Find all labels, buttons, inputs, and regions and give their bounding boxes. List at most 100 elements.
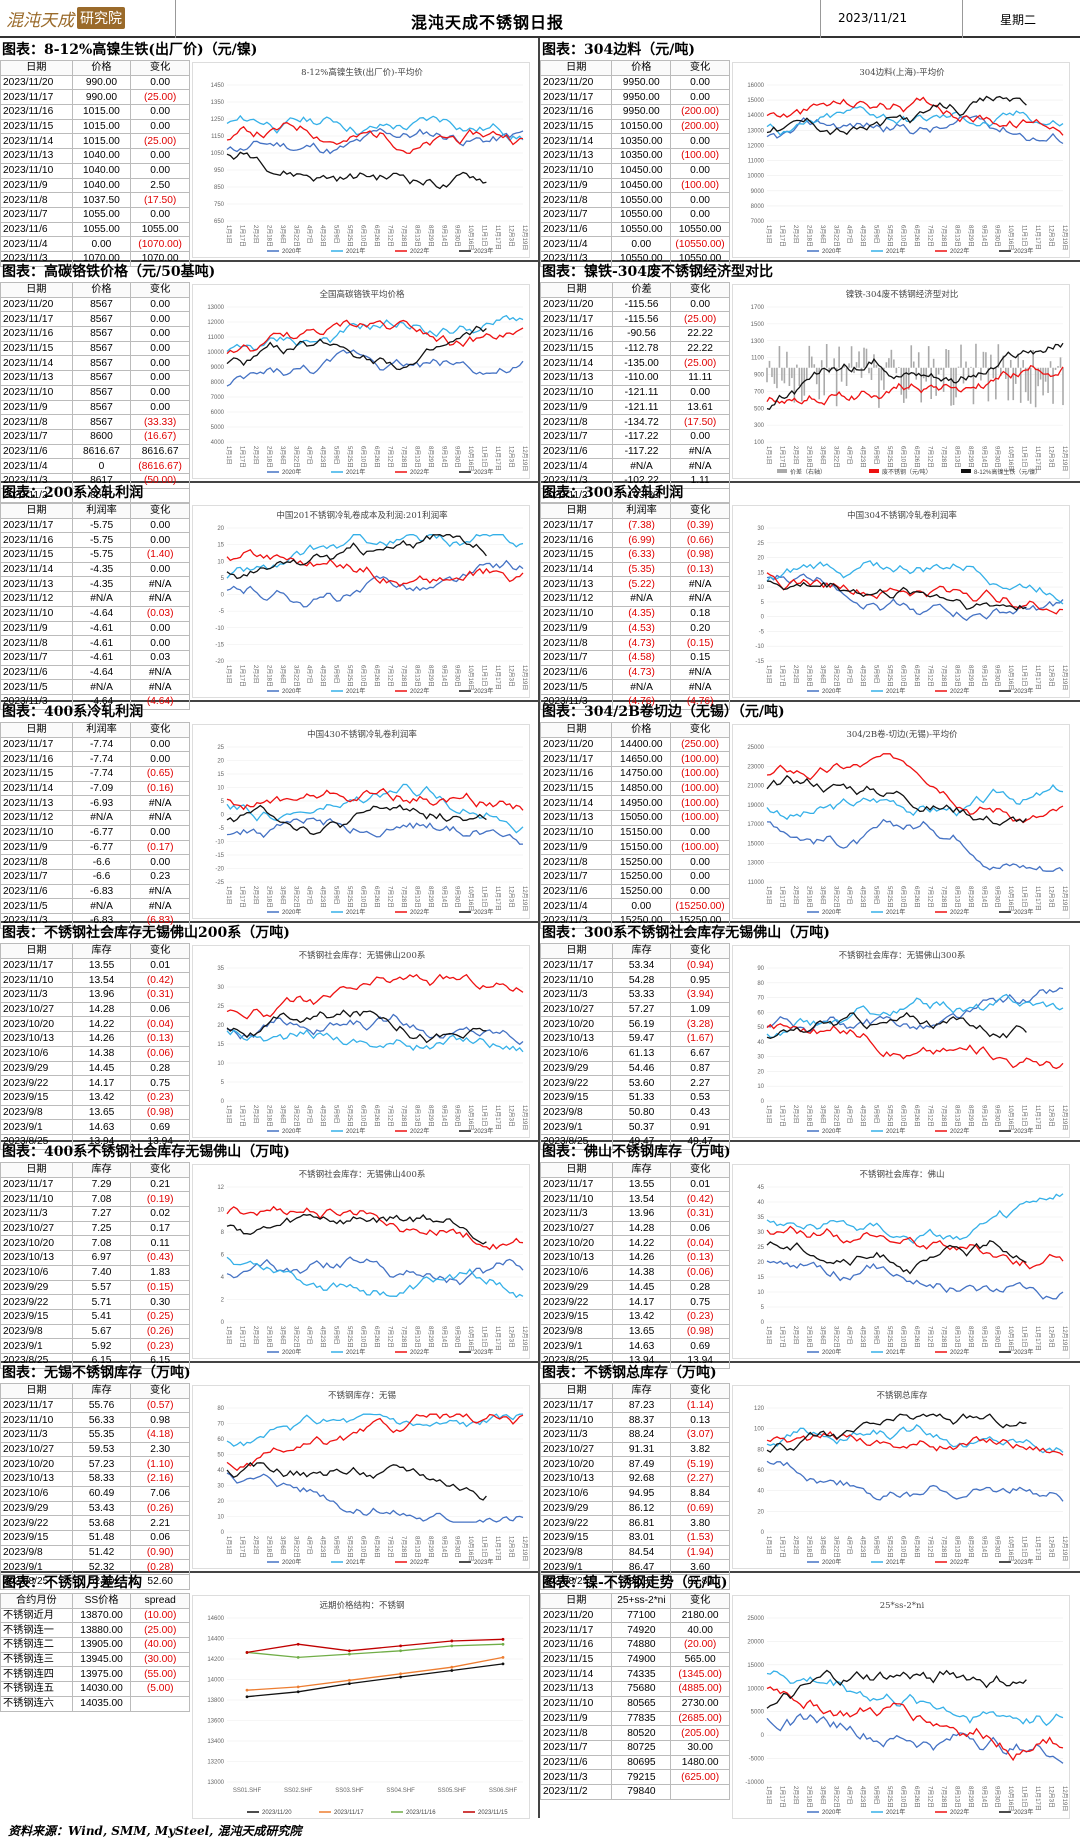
x-tick-label: 11月1日: [1021, 886, 1028, 908]
legend-label: 2023年: [474, 687, 493, 695]
y-tick-label: 25: [217, 745, 224, 751]
x-tick-label: 7月12日: [386, 1326, 393, 1348]
table-cell: (0.13): [130, 1031, 190, 1047]
table-cell: (0.15): [670, 635, 730, 651]
table-cell: 1055.00: [71, 221, 132, 238]
y-tick-label: -10: [755, 644, 764, 650]
table-cell: (8616.67): [130, 458, 190, 474]
x-tick-label: 2月18日: [805, 1105, 812, 1127]
legend-label: 2021年: [346, 1558, 365, 1566]
table-cell: 0.00: [130, 854, 190, 870]
table-row: 2023/11/12 #N/A #N/A: [0, 591, 190, 607]
table-cell: 2023/11/10: [540, 605, 613, 622]
table-cell: (100.00): [670, 810, 730, 826]
table-row: 2023/11/7 8600 (16.67): [0, 428, 190, 445]
line-chart: 8-12%高镍生铁(出厂价)-平均价 1450 1350 1250 1150 1050 95…: [192, 62, 530, 258]
table-cell: 2023/9/22: [0, 1075, 73, 1091]
table-row: 2023/11/3 53.33 (3.94): [540, 987, 730, 1003]
table-row: 2023/11/9 8567 0.00: [0, 399, 190, 416]
table-cell: 0.87: [670, 1060, 730, 1077]
x-tick-label: 9月14日: [980, 665, 987, 687]
legend-label: 2023/11/20: [262, 1810, 292, 1816]
table-cell: 14.45: [611, 1279, 672, 1296]
x-tick-label: 7月28日: [400, 446, 407, 468]
table-cell: (4.18): [130, 1427, 190, 1443]
y-tick-label: 10000: [747, 174, 764, 180]
table-cell: 8567: [71, 326, 132, 342]
column-header: 变化: [670, 1383, 730, 1399]
table-cell: 2023/9/22: [540, 1515, 613, 1531]
table-cell: 2023/11/20: [539, 74, 613, 91]
table-cell: (0.04): [130, 1016, 190, 1033]
data-table: 合约月份 SS价格 spread 不锈钢近月 13870.00 (10.00) 不锈钢连一 1…: [0, 1593, 190, 1712]
table-cell: 2023/9/15: [0, 1089, 73, 1106]
table-cell: 53.43: [71, 1500, 132, 1517]
table-cell: 0.30: [130, 1294, 190, 1310]
table-cell: 2023/11/14: [0, 133, 73, 150]
column-header: 日期: [0, 1383, 73, 1399]
x-tick-label: 7月12日: [926, 1786, 933, 1808]
column-header: 日期: [540, 503, 613, 519]
x-tick-label: 7月12日: [386, 886, 393, 908]
y-tick-label: 14200: [207, 1657, 224, 1663]
table-cell: -117.22: [611, 428, 672, 445]
x-tick-label: 11月17日: [494, 225, 501, 250]
column-header: 价格: [71, 60, 132, 76]
x-tick-label: 6月26日: [373, 225, 380, 247]
table-cell: 2023/11/3: [540, 1206, 613, 1222]
table-cell: 990.00: [71, 89, 132, 106]
series-line: [766, 573, 1064, 622]
x-tick-label: 3月6日: [819, 1326, 826, 1345]
table-cell: 0.02: [130, 1206, 190, 1222]
table-cell: 不锈钢连三: [0, 1651, 73, 1668]
chart-title: 不锈钢社会库存：无锡佛山200系: [299, 950, 426, 961]
x-tick-label: 6月10日: [360, 446, 367, 468]
legend-label: 2020年: [282, 687, 301, 695]
x-tick-label: 6月10日: [900, 225, 907, 247]
legend-label: 2021年: [886, 1127, 905, 1135]
x-tick-label: 2月18日: [805, 1326, 812, 1348]
y-tick-label: 1700: [751, 305, 765, 311]
table-cell: 86.12: [611, 1500, 672, 1517]
table-cell: 1015.00: [71, 118, 132, 135]
table-cell: 2023/11/14: [0, 355, 73, 372]
panel-10: 图表：400系不锈钢社会库存无锡佛山（万吨) 日期 库存 变化 2023/11/17 7.…: [0, 1142, 540, 1369]
table-cell: 3.60: [670, 1559, 730, 1575]
x-tick-label: 8月29日: [967, 886, 974, 908]
x-tick-label: 10月16日: [1007, 1105, 1014, 1130]
table-header-row: 日期 价格 变化: [539, 722, 730, 738]
table-cell: 13880.00: [71, 1622, 132, 1639]
table-cell: 2023/11/17: [0, 311, 73, 328]
x-tick-label: 3月22日: [832, 1105, 839, 1127]
table-cell: 2023/11/9: [539, 839, 613, 856]
table-cell: 2023/11/13: [540, 370, 613, 386]
y-tick-label: 60: [757, 1010, 764, 1016]
table-cell: 2023/11/12: [0, 591, 73, 607]
series-line: [766, 1023, 1064, 1070]
term-point: [348, 1652, 351, 1656]
table-row: 2023/9/29 14.45 0.28: [540, 1279, 730, 1296]
table-cell: 2023/11/17: [539, 1622, 613, 1639]
table-row: 2023/11/6 15250.00 0.00: [539, 883, 730, 900]
x-tick-label: 4月23日: [859, 1326, 866, 1348]
chart-title: 镍铁-304废不锈钢经济型对比: [846, 289, 959, 300]
chart-title: 中国201不锈钢冷轧卷成本及利润:201利润率: [276, 510, 448, 521]
table-cell: 2023/9/29: [540, 1279, 613, 1296]
table-cell: -7.74: [71, 736, 132, 753]
table-cell: 0.00: [611, 898, 672, 914]
legend-label: 8-12%高镍生铁（元/镍）: [974, 468, 1041, 476]
table-cell: 8567: [71, 340, 132, 357]
table-row: 2023/11/17 87.23 (1.14): [540, 1397, 730, 1414]
y-tick-label: 120: [754, 1406, 765, 1412]
x-tick-label: 10月16日: [1007, 1326, 1014, 1351]
table-cell: 13.55: [71, 957, 132, 974]
x-tick-label: 3月6日: [819, 1786, 826, 1805]
table-row: 2023/11/13 15050.00 (100.00): [539, 810, 730, 826]
table-cell: -5.75: [71, 532, 132, 549]
table-cell: 5.67: [71, 1323, 132, 1340]
series-line: [226, 548, 524, 588]
table-cell: (4.64): [130, 693, 190, 710]
table-row: 2023/11/3 10550.00 10550.00: [539, 250, 730, 267]
x-tick-label: 10月16日: [467, 1105, 474, 1130]
table-cell: 2023/11/14: [540, 355, 613, 372]
